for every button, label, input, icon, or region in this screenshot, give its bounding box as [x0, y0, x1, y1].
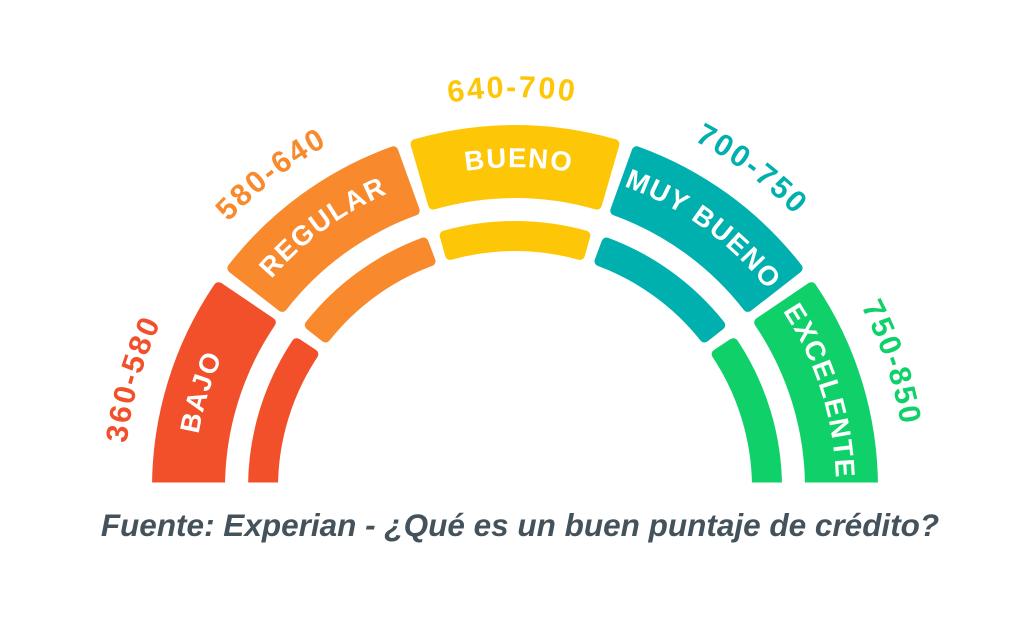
svg-text:640-700: 640-700 [445, 70, 579, 110]
svg-text:360-580: 360-580 [100, 310, 168, 444]
svg-text:Fuente: Experian - ¿Qué es un: Fuente: Experian - ¿Qué es un buen punta… [101, 507, 939, 543]
svg-text:BUENO: BUENO [462, 142, 575, 178]
